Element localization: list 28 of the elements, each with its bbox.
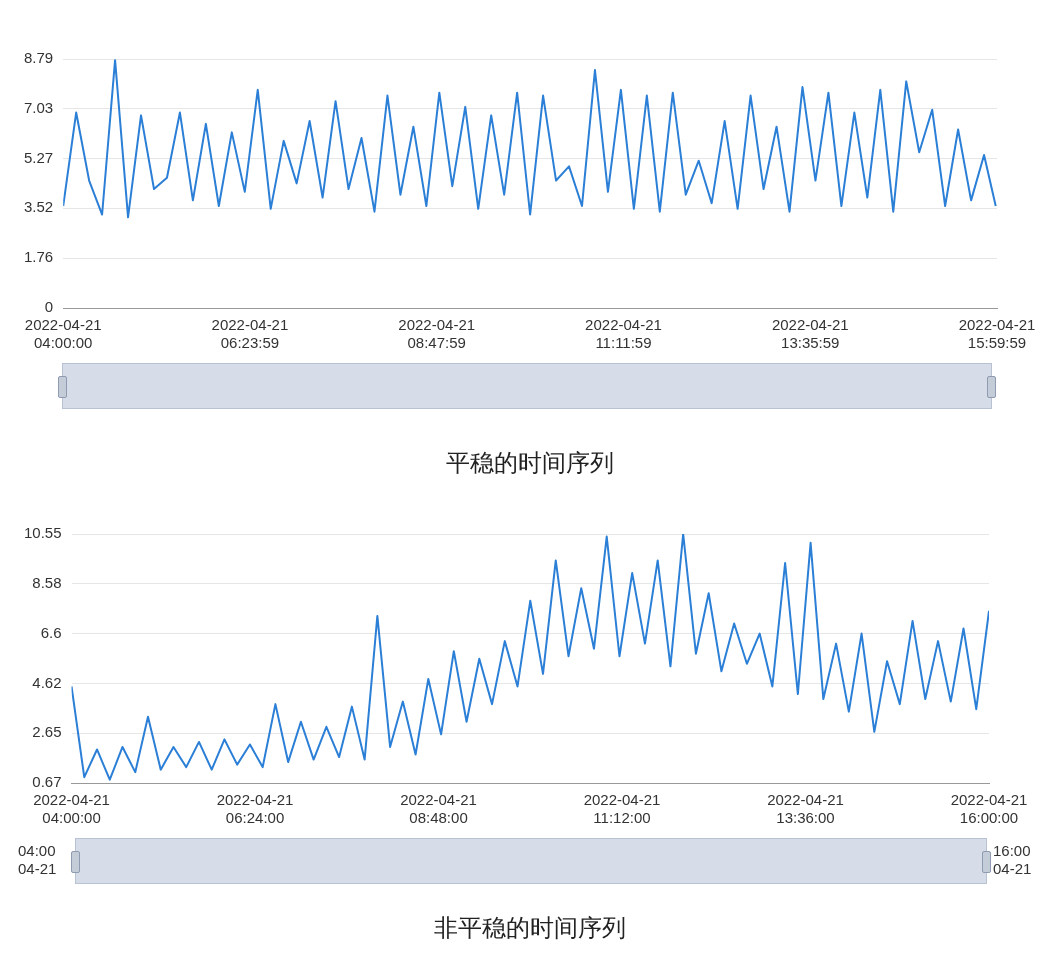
x-tick-label: 2022-04-21 06:23:59: [211, 316, 289, 352]
x-tick-label: 2022-04-21 08:47:59: [398, 316, 476, 352]
text: 平稳的时间序列: [444, 448, 615, 479]
x-tick-label: 2022-04-21 13:36:00: [767, 791, 844, 827]
y-tick-label: 2.65: [32, 723, 62, 741]
y-tick-label: 5.27: [23, 148, 54, 166]
y-tick-label: 0.67: [32, 773, 62, 791]
x-tick-label: 2022-04-21 13:35:59: [771, 316, 849, 352]
text: 16:00 04-21: [993, 842, 1032, 878]
x-tick-label: 2022-04-21 04:00:00: [24, 316, 102, 352]
y-tick-label: 6.6: [40, 623, 62, 641]
x-tick-label: 2022-04-21 15:59:59: [958, 316, 1036, 352]
y-tick-label: 1.76: [23, 248, 54, 266]
x-tick-label: 2022-04-21 11:11:59: [585, 316, 662, 352]
y-tick-label: 0: [44, 298, 54, 316]
x-tick-label: 2022-04-21 04:00:00: [33, 791, 110, 827]
x-tick-label: 2022-04-21 11:12:00: [583, 791, 661, 827]
y-tick-label: 4.62: [32, 673, 62, 691]
x-tick-label: 2022-04-21 16:00:00: [950, 791, 1028, 827]
y-tick-label: 7.03: [23, 99, 54, 116]
y-tick-label: 3.52: [23, 198, 54, 216]
y-tick-label: 10.55: [23, 524, 62, 542]
x-tick-label: 2022-04-21 08:48:00: [400, 791, 477, 827]
y-tick-label: 8.58: [32, 573, 62, 591]
y-tick-label: 8.79: [23, 49, 54, 67]
text: 非平稳的时间序列: [432, 913, 627, 944]
x-tick-label: 2022-04-21 06:24:00: [216, 791, 294, 827]
text: 04:00 04-21: [18, 842, 57, 878]
